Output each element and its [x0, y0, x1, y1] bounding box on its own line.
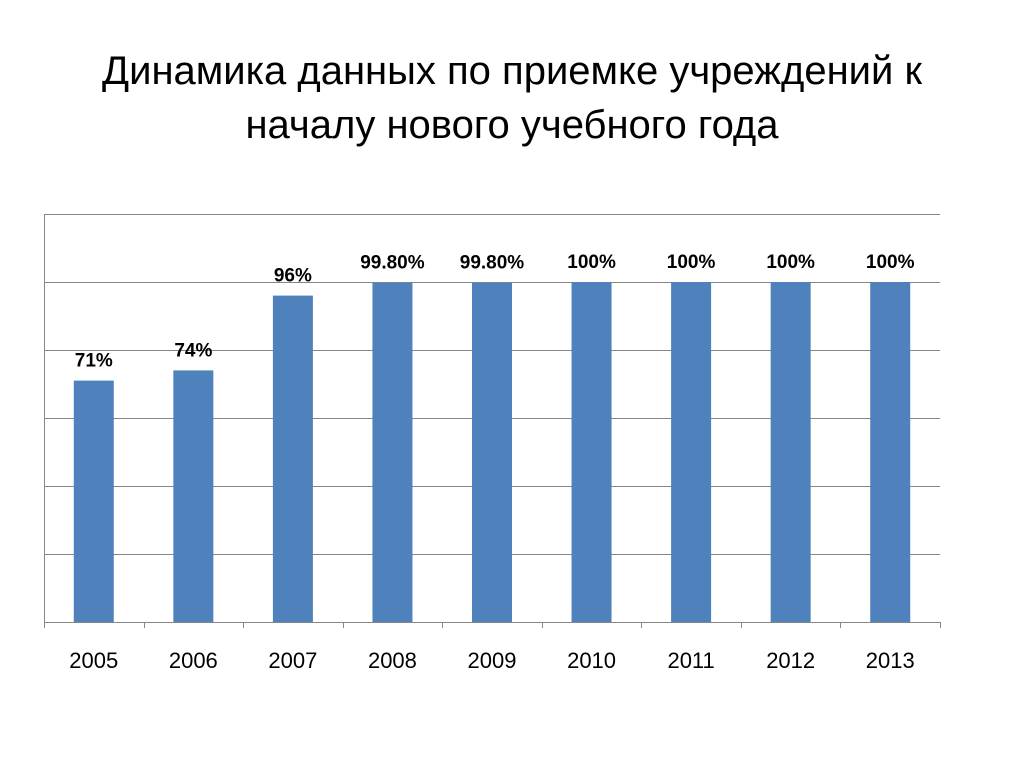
x-tick-label-2007: 2007	[268, 648, 317, 673]
bar-2007	[272, 295, 313, 622]
data-label-2005: 71%	[75, 351, 113, 372]
slide-title: Динамика данных по приемке учреждений к …	[102, 49, 922, 147]
bar-2009	[472, 282, 512, 622]
x-tick-label-2010: 2010	[567, 648, 616, 673]
data-label-2009: 99.80%	[460, 253, 525, 274]
bar-2006	[173, 370, 214, 622]
x-tick-label-2013: 2013	[866, 648, 915, 673]
bar-2010	[571, 282, 612, 622]
bar-2013	[870, 282, 911, 622]
x-tick-label-2011: 2011	[667, 648, 714, 673]
x-tick-label-2012: 2012	[766, 648, 815, 673]
bar-2012	[770, 282, 811, 622]
x-tick-label-2006: 2006	[169, 648, 218, 673]
bar-2005	[73, 380, 114, 622]
data-label-2007: 96%	[274, 266, 312, 287]
data-label-2011: 100%	[667, 252, 716, 273]
data-label-2012: 100%	[766, 252, 815, 273]
data-label-2013: 100%	[866, 252, 915, 273]
bar-2011	[671, 282, 712, 622]
x-tick-label-2005: 2005	[69, 648, 118, 673]
x-tick-label-2009: 2009	[468, 648, 517, 673]
x-tick-label-2008: 2008	[368, 648, 417, 673]
bar-2008	[372, 282, 413, 622]
data-label-2006: 74%	[174, 340, 212, 361]
data-label-2010: 100%	[567, 252, 616, 273]
data-label-2008: 99.80%	[360, 253, 425, 274]
